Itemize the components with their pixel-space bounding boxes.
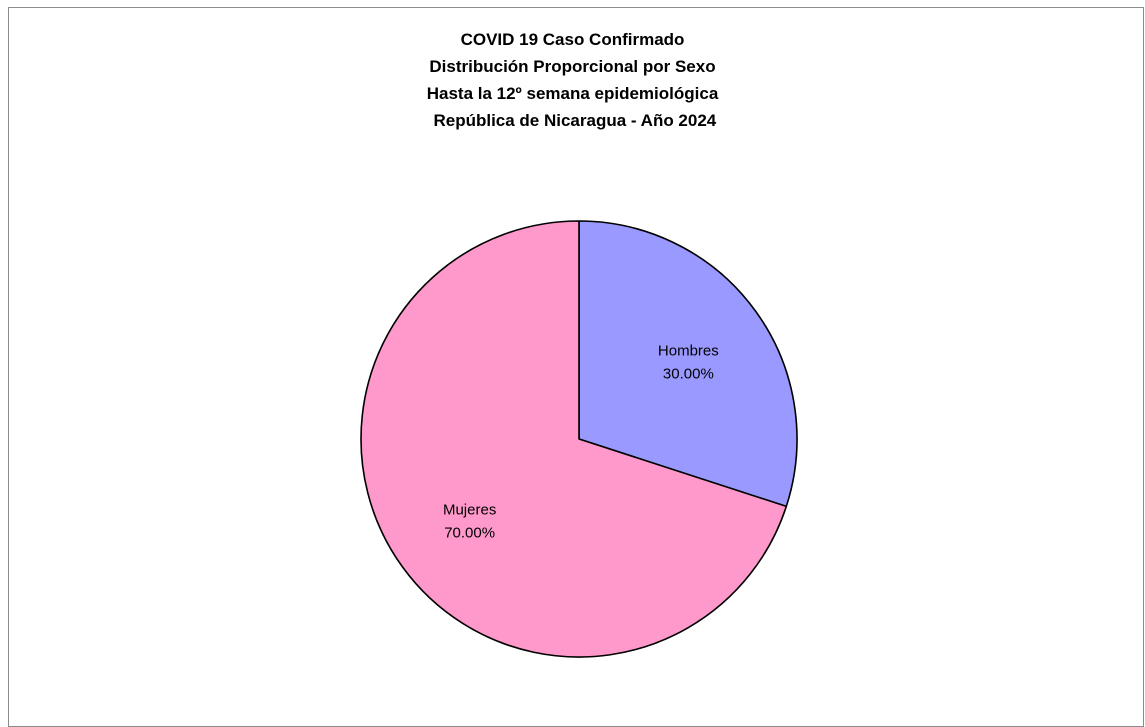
pie-label-hombres-name: Hombres — [658, 343, 719, 360]
pie-slices — [360, 220, 798, 658]
pie-label-hombres-value: 30.00% — [663, 366, 714, 383]
pie-slice-hombres — [578, 220, 798, 508]
pie-label-mujeres-name: Mujeres — [443, 501, 496, 518]
pie-slice-mujeres — [360, 220, 788, 658]
chart-title-line-2: Distribución Proporcional por Sexo — [429, 57, 716, 76]
pie-labels: Hombres 30.00% Mujeres 70.00% — [443, 343, 719, 542]
pie-label-mujeres-value: 70.00% — [444, 524, 495, 541]
chart-title-line-4: República de Nicaragua - Año 2024 — [428, 111, 717, 130]
chart-title-line-1: COVID 19 Caso Confirmado — [460, 30, 685, 49]
chart-title-line-3: Hasta la 12º semana epidemiológica — [426, 84, 719, 103]
chart-title: COVID 19 Caso Confirmado Distribución Pr… — [0, 26, 1145, 134]
